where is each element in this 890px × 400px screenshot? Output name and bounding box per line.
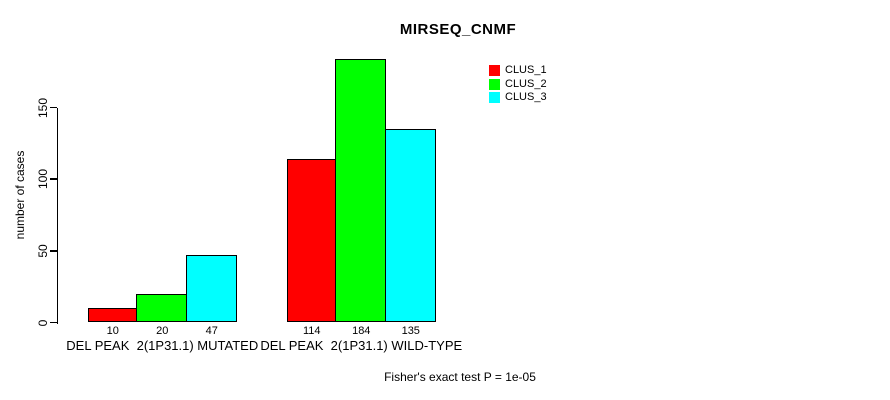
category-label: DEL PEAK 2(1P31.1) WILD-TYPE [260,338,463,353]
legend-swatch-clus_3 [489,92,500,103]
bar-value-label: 20 [156,325,169,337]
y-tick [49,106,57,109]
legend-label-clus_1: CLUS_1 [505,64,547,76]
y-tick-label: 50 [36,244,50,258]
bar-value-label: 114 [302,325,321,337]
bar-clus_3-wild-type [384,129,436,323]
footer-caption: Fisher's exact test P = 1e-05 [384,370,536,384]
legend-swatch-clus_1 [489,65,500,76]
y-tick-label: 150 [36,97,50,118]
bar-clus_1-mutated [88,308,138,323]
y-axis-line [56,107,58,324]
chart-title: MIRSEQ_CNMF [399,21,517,38]
bar-clus_1-wild-type [287,159,337,323]
y-tick [49,178,57,180]
legend-label-clus_3: CLUS_3 [505,91,547,103]
y-tick [49,250,57,252]
bar-value-label: 135 [401,325,420,337]
bar-clus_2-mutated [136,293,187,323]
bar-value-label: 10 [106,325,119,337]
y-axis-label: number of cases [13,150,27,240]
bar-value-label: 47 [205,325,218,337]
bar-clus_3-mutated [185,255,237,323]
bar-clus_2-wild-type [335,58,386,323]
bar-value-label: 184 [352,325,371,337]
legend-label-clus_2: CLUS_2 [505,77,547,90]
category-label: DEL PEAK 2(1P31.1) MUTATED [66,338,259,353]
y-tick-label: 0 [36,319,50,326]
legend-swatch-clus_2 [489,78,500,90]
y-tick [49,321,57,324]
y-tick-label: 100 [36,169,50,190]
